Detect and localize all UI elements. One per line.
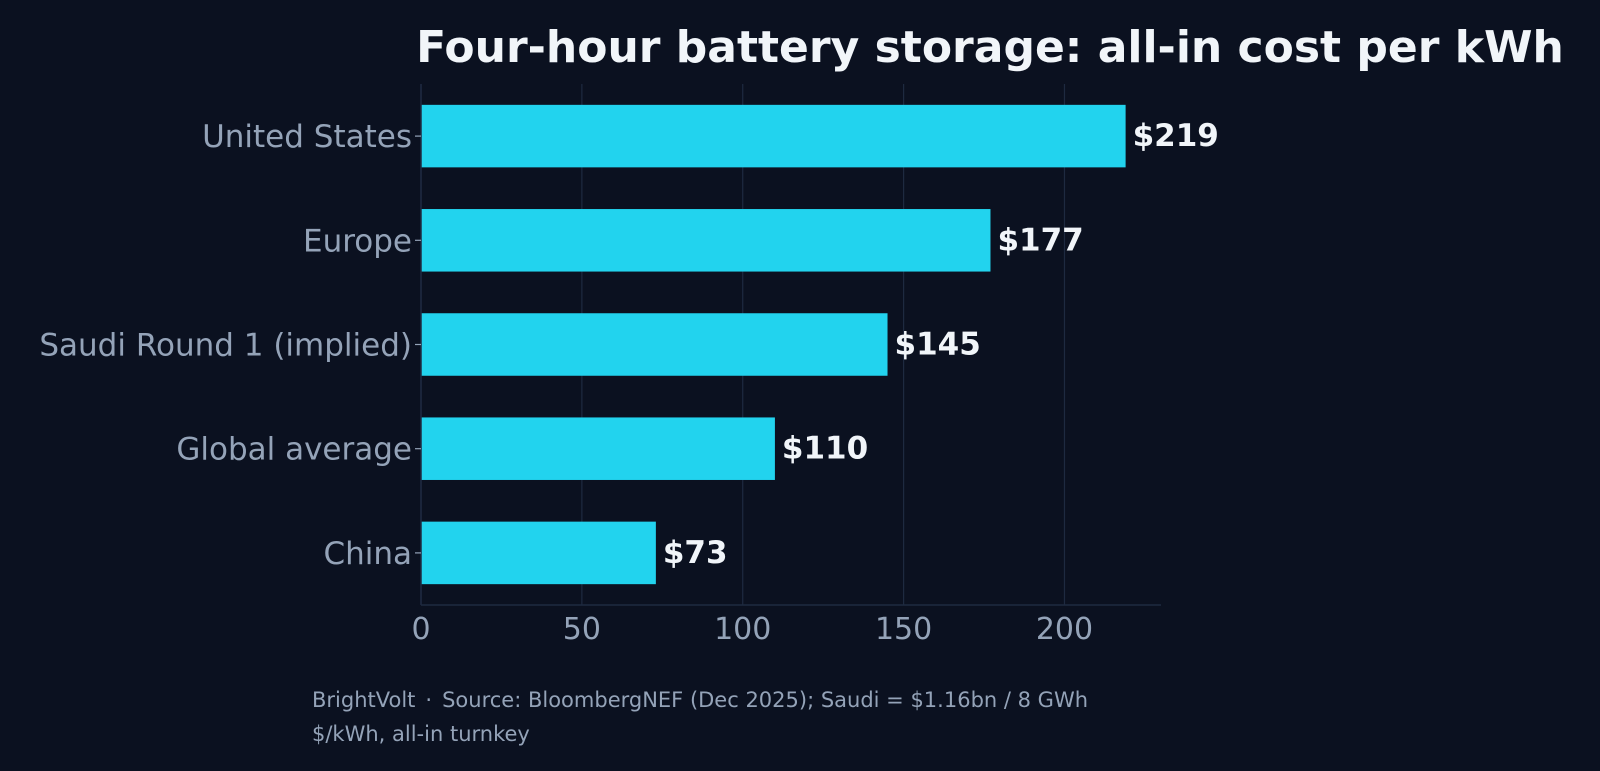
bar (421, 104, 1126, 168)
labels: United States $219 Europe $177 Saudi Round 1… (39, 118, 1219, 572)
separator-dot: · (425, 688, 433, 712)
chart-title: Four-hour battery storage: all-in cost p… (416, 22, 1564, 73)
brand-name: BrightVolt (312, 688, 416, 712)
value-label: $73 (663, 535, 728, 571)
category-label: Global average (176, 432, 412, 468)
bar (421, 209, 991, 272)
x-tick-label: 150 (875, 612, 932, 647)
source-text: Source: BloombergNEF (Dec 2025); Saudi =… (442, 688, 1089, 712)
units-note: $/kWh, all-in turnkey (312, 722, 530, 746)
source-line: BrightVolt · Source: BloombergNEF (Dec 202… (312, 683, 1088, 717)
value-label: $145 (895, 327, 981, 363)
category-label: Europe (303, 223, 412, 259)
category-label: United States (202, 119, 412, 155)
axes: 0 50 100 150 200 (411, 84, 1161, 647)
chart-footer: BrightVolt · Source: BloombergNEF (Dec 202… (312, 683, 1088, 751)
bar (421, 521, 656, 585)
value-label: $177 (997, 222, 1083, 258)
x-tick-label: 0 (411, 612, 430, 647)
x-tick-label: 100 (714, 612, 771, 647)
bar (421, 417, 775, 480)
value-label: $110 (782, 431, 868, 467)
value-label: $219 (1133, 118, 1219, 154)
bar-chart: Four-hour battery storage: all-in cost p… (39, 22, 1564, 647)
category-label: Saudi Round 1 (implied) (39, 328, 412, 364)
bars (421, 104, 1126, 585)
bar (421, 313, 888, 376)
x-tick-label: 50 (563, 612, 601, 647)
x-tick-label: 200 (1036, 612, 1093, 647)
category-label: China (323, 536, 412, 572)
